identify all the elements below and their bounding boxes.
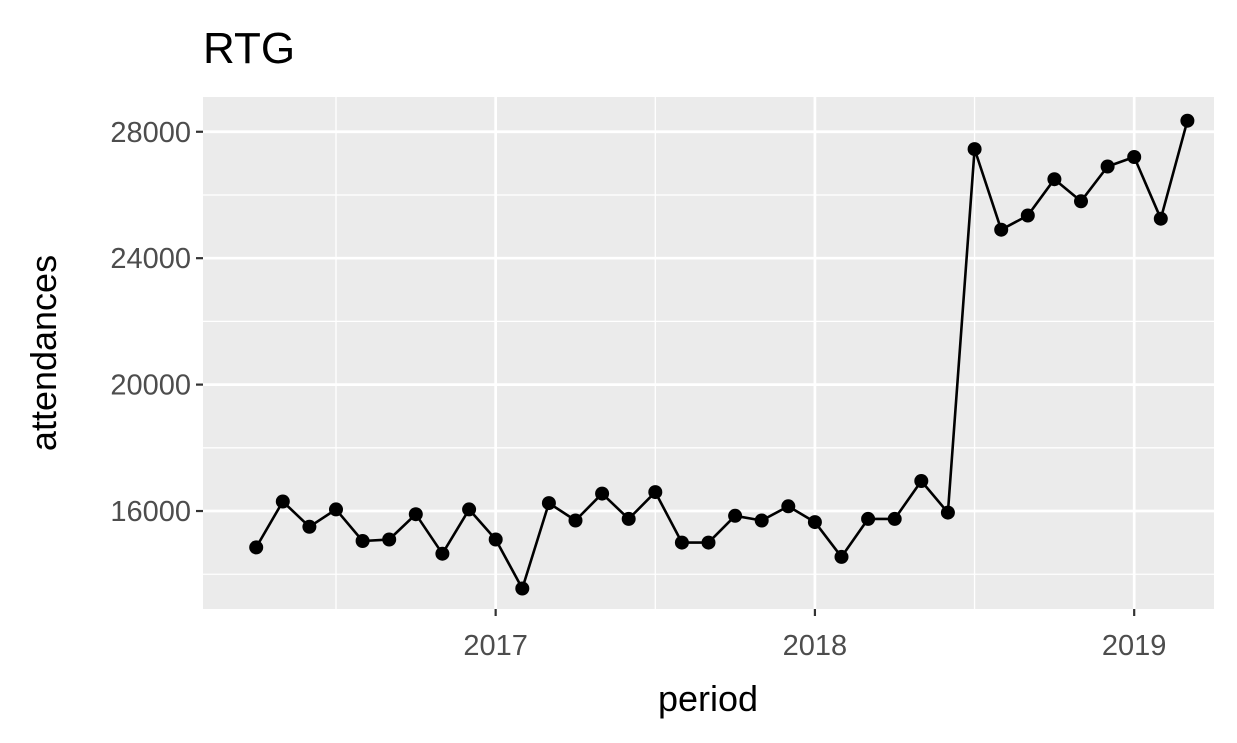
data-point [1180,113,1195,128]
grid-lines [203,97,1214,609]
data-point [994,222,1009,237]
x-axis-title: period [658,678,758,719]
data-point [648,485,663,500]
data-point [1127,150,1142,164]
data-point [940,505,955,520]
data-point [355,534,370,548]
x-tick-label: 2017 [463,630,528,662]
data-point [701,535,716,550]
data-point [1020,208,1035,223]
data-point [462,502,477,517]
data-point [1153,211,1168,226]
y-axis: 16000 20000 24000 28000 [110,117,203,528]
data-point [568,513,583,528]
y-tick-label: 28000 [110,117,191,149]
data-point [914,474,929,488]
panel-background [203,97,1214,609]
x-tick-label: 2019 [1102,630,1167,662]
y-tick-label: 20000 [110,370,191,402]
data-point [1047,172,1062,187]
data-point [807,515,822,530]
x-tick-label: 2018 [783,630,848,662]
data-point [834,549,849,564]
data-point [861,511,876,526]
data-point [754,513,769,528]
data-point [488,532,503,547]
data-point [329,502,343,517]
data-point [249,540,264,555]
data-point [408,507,423,522]
y-tick-label: 24000 [110,243,191,275]
data-point [275,494,290,509]
data-point [621,511,636,526]
data-point [781,499,796,514]
data-point [435,546,450,561]
y-tick-label: 16000 [110,496,191,528]
data-point [382,532,397,547]
y-axis-title: attendances [23,255,64,451]
data-point [887,511,902,526]
data-point [674,535,689,550]
data-point [302,519,317,534]
data-point [1100,159,1115,174]
data-point [515,581,530,596]
series [249,113,1195,596]
data-point [541,496,556,511]
x-axis: 2017 2018 2019 [463,609,1166,662]
data-point [728,508,743,523]
data-point [967,142,982,157]
chart-title: RTG [203,24,295,73]
data-point [1074,194,1088,209]
data-point [595,486,610,501]
